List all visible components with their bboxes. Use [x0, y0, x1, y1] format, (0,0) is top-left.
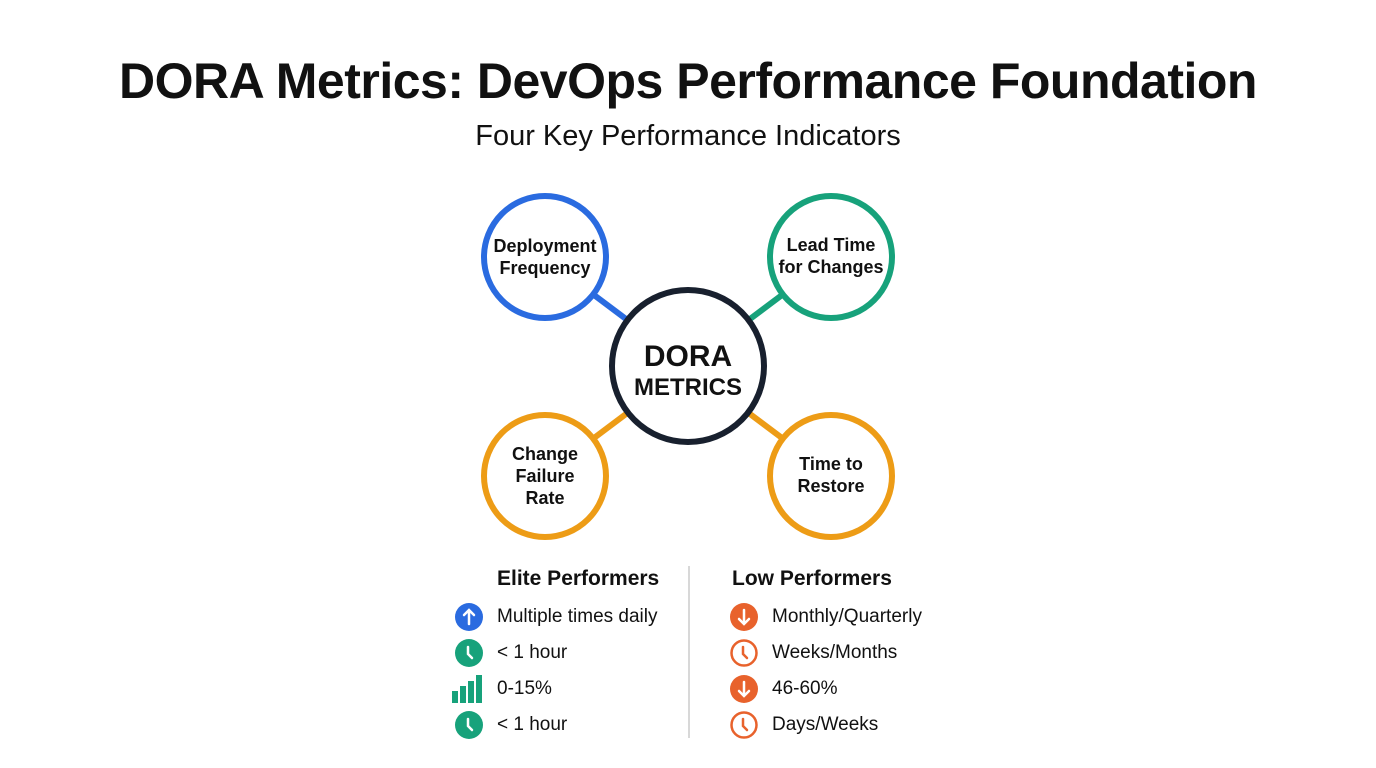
- circle-deployment-frequency: [481, 193, 609, 321]
- connector-change-failure-rate: [588, 408, 632, 444]
- low-performers-column: Low Performers Monthly/Quarterly Weeks/M…: [730, 565, 922, 743]
- bar-chart-icon: [452, 675, 482, 703]
- label-line: Failure: [515, 466, 575, 486]
- clock-outline-icon: [730, 639, 758, 667]
- elite-item-text: < 1 hour: [497, 642, 568, 663]
- label-line: Deployment: [493, 236, 597, 256]
- clock-outline-icon: [730, 711, 758, 739]
- label-line: Change: [511, 444, 578, 464]
- elite-item-text: Multiple times daily: [497, 606, 658, 627]
- low-item-text: Monthly/Quarterly: [772, 606, 922, 627]
- circle-lead-time: [767, 193, 895, 321]
- label-line: Rate: [525, 488, 565, 508]
- label-time-to-restore: Time to Restore: [771, 453, 891, 497]
- list-item: Days/Weeks: [730, 707, 922, 743]
- column-divider: [688, 566, 690, 738]
- connector-time-to-restore: [744, 408, 788, 444]
- page-title: DORA Metrics: DevOps Performance Foundat…: [119, 53, 1257, 109]
- center-line1: DORA: [643, 340, 733, 373]
- label-line: Time to: [799, 454, 863, 474]
- label-line: Frequency: [499, 258, 591, 278]
- low-heading: Low Performers: [732, 567, 892, 590]
- connector-lead-time: [744, 289, 788, 325]
- arrow-down-circle-icon: [730, 603, 758, 631]
- label-line: for Changes: [778, 257, 884, 277]
- label-line: Lead Time: [786, 235, 876, 255]
- label-deployment-frequency: Deployment Frequency: [485, 235, 605, 279]
- elite-performers-column: Elite Performers Multiple times daily < …: [452, 565, 660, 743]
- circle-time-to-restore: [767, 412, 895, 540]
- center-line2: METRICS: [634, 374, 742, 401]
- list-item: 0-15%: [452, 671, 659, 707]
- low-item-text: Days/Weeks: [772, 714, 879, 735]
- clock-icon: [455, 711, 483, 739]
- label-lead-time: Lead Time for Changes: [771, 234, 891, 278]
- label-line: Restore: [797, 476, 865, 496]
- page-subtitle: Four Key Performance Indicators: [475, 120, 901, 152]
- list-item: Weeks/Months: [730, 635, 922, 671]
- arrow-up-circle-icon: [455, 603, 483, 631]
- center-circle: [609, 287, 767, 445]
- list-item: < 1 hour: [455, 635, 659, 671]
- list-item: 46-60%: [730, 671, 922, 707]
- list-item: < 1 hour: [455, 707, 659, 743]
- elite-item-text: < 1 hour: [497, 714, 568, 735]
- low-item-text: Weeks/Months: [772, 642, 898, 663]
- circle-change-failure-rate: [481, 412, 609, 540]
- clock-icon: [455, 639, 483, 667]
- elite-item-text: 0-15%: [497, 678, 552, 699]
- low-item-text: 46-60%: [772, 678, 838, 699]
- list-item: Multiple times daily: [455, 599, 659, 635]
- elite-heading: Elite Performers: [497, 567, 660, 590]
- list-item: Monthly/Quarterly: [730, 599, 922, 635]
- label-change-failure-rate: Change Failure Rate: [485, 443, 605, 509]
- center-label: DORA METRICS: [634, 341, 742, 403]
- arrow-down-circle-icon: [730, 675, 758, 703]
- connector-deployment-frequency: [588, 289, 632, 325]
